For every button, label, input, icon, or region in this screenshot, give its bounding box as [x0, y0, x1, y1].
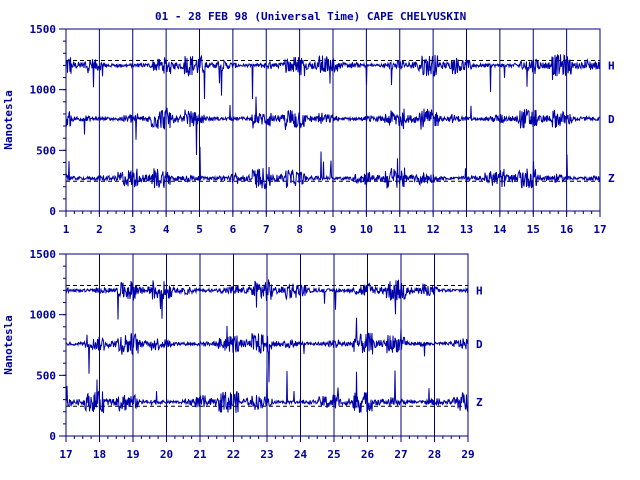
x-tick-label: 8 — [296, 223, 303, 236]
series-line-z — [65, 365, 469, 414]
y-tick-label: 500 — [36, 144, 56, 157]
x-tick-label: 1 — [63, 223, 70, 236]
x-tick-label: 22 — [227, 448, 240, 461]
y-tick-label: 0 — [49, 430, 56, 443]
x-tick-label: 3 — [129, 223, 136, 236]
x-tick-label: 4 — [163, 223, 170, 236]
y-axis-label: Nanotesla — [2, 315, 15, 375]
x-tick-label: 13 — [460, 223, 473, 236]
series-line-d — [65, 96, 601, 156]
panel-bottom: 17 18 19 20 21 22 23 24 25 26 27 28 29 0 500 1000 1500 Na… — [2, 248, 483, 461]
series-line-d — [65, 317, 469, 383]
series-label-z: Z — [608, 172, 615, 185]
x-tick-label: 24 — [294, 448, 308, 461]
x-tick-label: 5 — [196, 223, 203, 236]
x-tick-label: 7 — [263, 223, 270, 236]
series-line-z — [65, 146, 601, 190]
x-tick-label: 11 — [393, 223, 407, 236]
x-tick-label: 20 — [160, 448, 173, 461]
x-tick-label: 27 — [394, 448, 407, 461]
series-label-d: D — [608, 113, 615, 126]
x-tick-label: 2 — [96, 223, 103, 236]
series-label-z: Z — [476, 396, 483, 409]
series-label-h: H — [476, 284, 483, 297]
x-tick-label: 14 — [493, 223, 507, 236]
x-tick-label: 12 — [427, 223, 440, 236]
y-tick-label: 1500 — [30, 23, 57, 36]
x-tick-label: 25 — [327, 448, 340, 461]
y-tick-label: 1500 — [30, 248, 57, 261]
y-tick-label: 0 — [49, 205, 56, 218]
x-tick-label: 16 — [560, 223, 574, 236]
x-tick-label: 6 — [230, 223, 237, 236]
x-tick-label: 26 — [361, 448, 375, 461]
y-tick-label: 1000 — [30, 84, 57, 97]
panel-top: 1 2 3 4 5 6 7 8 9 10 11 12 13 14 15 16 17050010001500Nan… — [2, 23, 615, 236]
x-tick-label: 9 — [330, 223, 337, 236]
y-tick-label: 500 — [36, 369, 56, 382]
y-tick-label: 1000 — [30, 309, 57, 322]
x-tick-label: 15 — [527, 223, 540, 236]
chart-title: 01 - 28 FEB 98 (Universal Time) CAPE CHE… — [155, 10, 466, 23]
x-tick-label: 10 — [360, 223, 373, 236]
x-tick-label: 19 — [126, 448, 139, 461]
x-tick-label: 18 — [93, 448, 106, 461]
y-axis-label: Nanotesla — [2, 90, 15, 150]
x-tick-label: 28 — [428, 448, 441, 461]
series-label-d: D — [476, 338, 483, 351]
x-tick-label: 17 — [59, 448, 72, 461]
x-tick-label: 17 — [593, 223, 606, 236]
x-tick-label: 21 — [193, 448, 207, 461]
x-tick-label: 29 — [461, 448, 474, 461]
x-tick-label: 23 — [260, 448, 273, 461]
series-line-h — [65, 279, 469, 320]
series-line-h — [65, 54, 601, 100]
series-label-h: H — [608, 59, 615, 72]
